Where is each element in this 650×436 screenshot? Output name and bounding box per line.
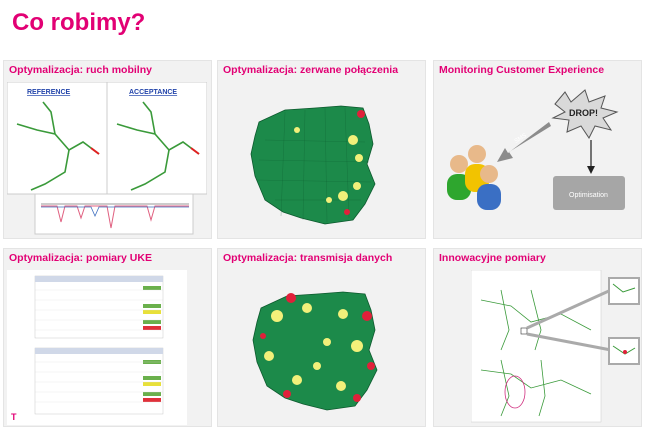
card-mobile-traffic[interactable]: Optymalizacja: ruch mobilny REFERENCE AC… <box>3 60 212 239</box>
card-title: Optymalizacja: transmisja danych <box>223 252 393 264</box>
customers-icon <box>447 145 501 210</box>
card-title: Optymalizacja: ruch mobilny <box>9 64 152 76</box>
optimisation-box-label: Optimisation <box>569 192 608 199</box>
poland-map-data-transmission <box>252 291 378 411</box>
acceptance-label: ACCEPTANCE <box>129 89 177 96</box>
card-title: Monitoring Customer Experience <box>439 64 605 76</box>
reference-label: REFERENCE <box>27 89 71 96</box>
card-innovative-measurements[interactable]: Innowacyjne pomiary <box>433 248 642 427</box>
route-comparison-image: REFERENCE ACCEPTANCE <box>7 82 207 235</box>
card-title: Optymalizacja: pomiary UKE <box>9 252 152 264</box>
drop-label: DROP! <box>569 108 598 118</box>
drop-burst-icon <box>551 89 619 139</box>
measurement-maps-image <box>471 270 640 423</box>
card-title: Innowacyjne pomiary <box>439 252 546 264</box>
cx-flow-diagram: DROP! SMS Optimisation <box>447 89 625 210</box>
card-title: Optymalizacja: zerwane połączenia <box>223 64 399 76</box>
card-customer-experience[interactable]: Monitoring Customer Experience DROP! SMS… <box>433 60 642 239</box>
card-dropped-calls[interactable]: Optymalizacja: zerwane połączenia <box>217 60 426 239</box>
card-uke-measurements[interactable]: Optymalizacja: pomiary UKE T <box>3 248 212 427</box>
poland-map-dropped-calls <box>250 105 376 225</box>
sms-label: SMS <box>514 133 528 145</box>
uke-tables-image: T <box>7 270 187 425</box>
svg-text:T: T <box>11 412 17 422</box>
page-title: Co robimy? <box>12 9 146 36</box>
card-data-transmission[interactable]: Optymalizacja: transmisja danych <box>217 248 426 427</box>
